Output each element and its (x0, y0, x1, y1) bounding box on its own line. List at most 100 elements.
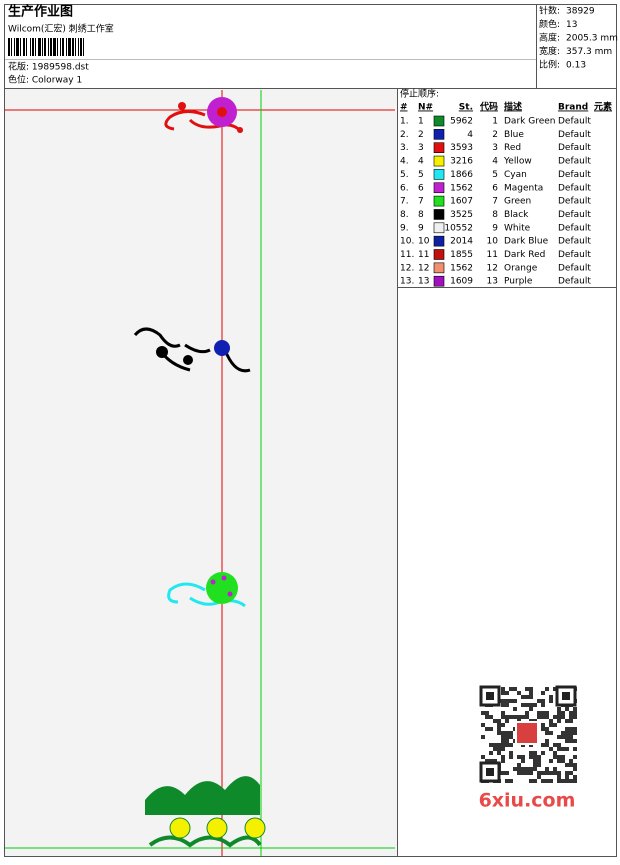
qr-finder (562, 692, 570, 700)
brand: Default (558, 210, 591, 220)
qr-dot (501, 731, 505, 735)
qr-dot (549, 779, 553, 783)
barcode-bar (48, 38, 49, 56)
qr-dot (541, 711, 545, 715)
stitches: 1607 (450, 197, 473, 207)
qr-dot (489, 715, 493, 719)
barcode-bar (32, 38, 34, 56)
row-index: 7. (400, 197, 409, 207)
qr-dot (497, 719, 501, 723)
qr-dot (521, 695, 525, 699)
qr-dot (561, 731, 565, 735)
color-swatch (433, 195, 445, 207)
qr-dot (557, 707, 561, 711)
stat-value: 38929 (566, 7, 595, 17)
column-header: # (400, 103, 408, 113)
column-header: 代码 (479, 101, 498, 113)
barcode-bar (23, 38, 25, 56)
brand: Default (558, 117, 591, 127)
qr-dot (565, 735, 569, 739)
needle: 2 (418, 130, 424, 140)
qr-dot (529, 767, 533, 771)
qr-dot (513, 767, 517, 771)
qr-dot (493, 743, 497, 747)
barcode-bar (11, 38, 12, 56)
qr-dot (541, 779, 545, 783)
barcode-bar (50, 38, 52, 56)
qr-dot (561, 711, 565, 715)
qr-dot (541, 771, 545, 775)
qr-dot (561, 755, 565, 759)
qr-dot (485, 715, 489, 719)
design-area (5, 89, 397, 856)
qr-dot (549, 695, 553, 699)
watermark: 6xiu.com (479, 790, 576, 812)
qr-dot (533, 763, 537, 767)
qr-dot (553, 723, 557, 727)
color-swatch (433, 155, 445, 167)
qr-dot (509, 715, 513, 719)
qr-dot (497, 743, 501, 747)
color-swatch (433, 129, 445, 140)
qr-dot (573, 767, 577, 771)
stitches: 3525 (450, 210, 473, 220)
stat-value: 0.13 (566, 61, 586, 71)
qr-dot (493, 719, 497, 723)
code: 13 (487, 277, 498, 287)
description: Dark Green (504, 117, 555, 127)
qr-dot (565, 707, 569, 711)
stitches: 1562 (450, 263, 473, 273)
description: Yellow (503, 157, 532, 167)
stat-label: 宽度: (539, 45, 560, 57)
qr-dot (509, 687, 513, 691)
brand: Default (558, 250, 591, 260)
color-swatch (433, 142, 445, 153)
row-index: 1. (400, 117, 409, 127)
qr-dot (569, 719, 573, 723)
qr-dot (525, 771, 529, 775)
needle: 10 (418, 237, 430, 247)
qr-dot (505, 739, 509, 743)
qr-dot (505, 731, 509, 735)
qr-dot (501, 735, 505, 739)
needle: 4 (418, 157, 424, 167)
qr-dot (497, 751, 501, 755)
qr-dot (569, 771, 573, 775)
row-index: 12. (400, 263, 414, 273)
code: 5 (492, 170, 498, 180)
qr-dot (553, 771, 557, 775)
qr-dot (569, 739, 573, 743)
qr-dot (557, 771, 561, 775)
qr-dot (565, 747, 569, 751)
qr-dot (573, 739, 577, 743)
barcode-bar (44, 38, 46, 56)
barcode-bar (26, 38, 27, 56)
company: Wilcom(汇宏) 刺绣工作室 (8, 23, 114, 35)
qr-dot (501, 755, 505, 759)
code: 10 (487, 237, 499, 247)
needle: 11 (418, 250, 429, 260)
qr-dot (521, 767, 525, 771)
qr-dot (517, 755, 521, 759)
qr-dot (557, 747, 561, 751)
row-index: 6. (400, 183, 409, 193)
stitches: 1609 (450, 277, 473, 287)
code: 12 (487, 263, 498, 273)
qr-dot (537, 775, 541, 779)
qr-dot (537, 759, 541, 763)
qr-dot (501, 747, 505, 751)
qr-dot (557, 743, 561, 747)
qr-dot (521, 755, 525, 759)
qr-dot (509, 755, 513, 759)
stitches: 4 (467, 130, 473, 140)
qr-dot (509, 731, 513, 735)
barcode-bar (8, 38, 10, 56)
table-title: 停止顺序: (400, 88, 439, 100)
qr-dot (573, 779, 577, 783)
qr-dot (557, 779, 561, 783)
qr-dot (541, 703, 545, 707)
qr-dot (497, 727, 501, 731)
qr-dot (513, 699, 517, 703)
code: 7 (492, 197, 498, 207)
barcode-bar (14, 38, 15, 56)
